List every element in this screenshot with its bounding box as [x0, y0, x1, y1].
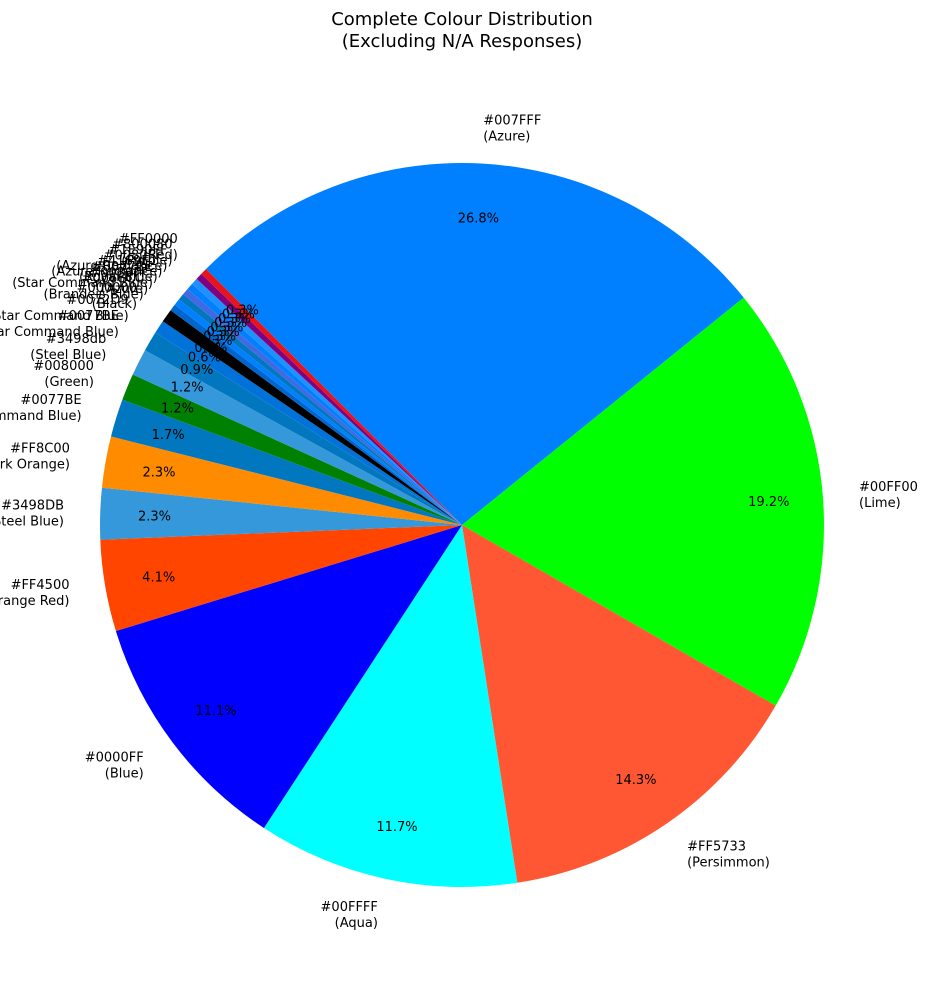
slice-label: #FF5733 (Persimmon): [687, 840, 770, 871]
pie-slice: [100, 487, 462, 540]
pie-slice: [111, 399, 462, 525]
slice-label: #1E90FF (Azure Radiance): [56, 243, 167, 274]
slice-percent: 0.9%: [180, 363, 213, 378]
pie-slice: [196, 273, 462, 525]
slice-label: #0077BE(Star Command Blue): [12, 260, 153, 291]
pie-slice: [101, 436, 463, 525]
slice-label: #4169E1 (Royal Blue): [79, 254, 158, 285]
slice-label: #0072D9 (Star Command Blue): [0, 293, 129, 324]
pie-slice: [170, 304, 463, 525]
slice-percent: 0.3%: [218, 312, 251, 327]
pie-slice: [162, 310, 462, 525]
pie-slice: [206, 163, 744, 525]
slice-percent: 0.3%: [226, 304, 259, 319]
slice-label: #0066CC (Brandeis Blue): [44, 272, 144, 303]
slice-percent: 2.3%: [138, 509, 171, 524]
slice-label: #0080FF (Azure): [89, 266, 148, 297]
slice-percent: 1.2%: [161, 402, 194, 417]
slice-percent: 26.8%: [458, 212, 499, 227]
slice-label: #007FFF (Azure): [483, 113, 541, 144]
pie-slice: [187, 283, 463, 525]
pie-percent-labels: 26.8% 19.2% 14.3% 11.7% 11.1% 4.1% 2.3% 2.3% 1.7…: [138, 212, 789, 835]
pie-slice: [174, 299, 462, 525]
slice-label: #FF4500(Orange Red): [0, 578, 70, 609]
slice-percent: 0.3%: [222, 308, 255, 323]
slice-percent: 14.3%: [615, 773, 656, 788]
pie-slice: [132, 350, 462, 525]
pie-slice: [100, 525, 463, 632]
pie-slices: [100, 163, 824, 887]
slice-percent: 1.7%: [152, 428, 185, 443]
pie-slice: [462, 297, 824, 706]
slice-percent: 1.2%: [171, 381, 204, 396]
pie-slice: [178, 294, 462, 525]
pie-slice: [462, 525, 776, 883]
pie-slice: [183, 288, 462, 525]
slice-label: #800080 (Purple): [112, 238, 173, 269]
slice-label: #FF8C00(Dark Orange): [0, 442, 70, 473]
pie-slice: [115, 525, 462, 829]
slice-label: #00FFFF (Aqua): [321, 900, 378, 931]
pie-slice: [155, 321, 462, 525]
slice-percent: 2.3%: [142, 465, 175, 480]
slice-percent: 0.3%: [203, 330, 236, 345]
slice-label: #008000 (Green): [33, 359, 94, 390]
slice-label: #FF0000 (Red): [119, 232, 178, 263]
slice-percent: 0.6%: [188, 351, 221, 366]
pie-slice: [263, 525, 518, 887]
slice-label: #0077BE(Star Command Blue): [0, 309, 119, 340]
slice-label: #3498db (Steel Blue): [30, 332, 106, 363]
chart-subtitle: (Excluding N/A Responses): [342, 31, 582, 52]
pie-slice: [144, 332, 462, 525]
slice-percent: 0.3%: [199, 334, 232, 349]
slice-label: #0080FF (Azure Radiance): [51, 249, 162, 280]
pie-slice: [122, 374, 462, 525]
pie-slice: [192, 278, 462, 525]
slice-label: #00FF00 (Lime): [859, 480, 918, 511]
slice-percent: 11.1%: [195, 704, 236, 719]
slice-label: #3498DB(Steel Blue): [0, 499, 64, 530]
slice-percent: 0.3%: [214, 316, 247, 331]
slice-label: #0000FF (Blue): [85, 750, 144, 781]
pie-labels: #007FFF (Azure) #00FF00 (Lime) #FF5733 (Persi…: [0, 113, 918, 931]
slice-label: #0077BE(Star Command Blue): [0, 393, 82, 424]
slice-percent: 11.7%: [376, 820, 417, 835]
slice-percent: 4.1%: [142, 571, 175, 586]
slice-percent: 0.3%: [210, 321, 243, 336]
slice-percent: 0.3%: [207, 325, 240, 340]
chart-title: Complete Colour Distribution: [331, 9, 593, 30]
slice-label: #000000 (Black): [77, 281, 138, 312]
slice-percent: 0.6%: [194, 341, 227, 356]
pie-slice: [201, 269, 462, 525]
slice-percent: 19.2%: [748, 495, 789, 510]
